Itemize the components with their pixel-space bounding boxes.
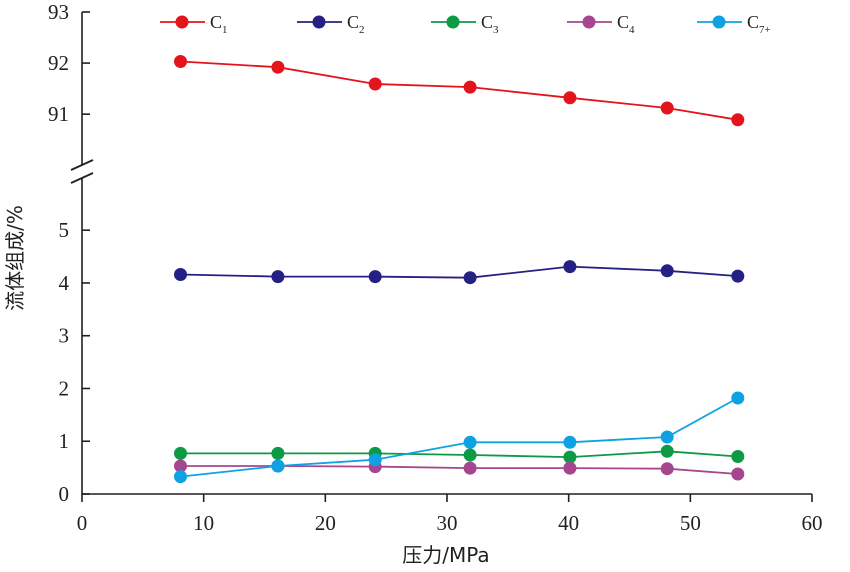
- x-axis-title: 压力/MPa: [402, 543, 489, 567]
- y-tick-label: 4: [59, 271, 70, 295]
- legend-label: C3: [481, 12, 499, 36]
- data-point: [731, 450, 745, 463]
- data-point: [463, 461, 477, 475]
- legend-item-C3: C3: [431, 12, 499, 36]
- data-point: [731, 467, 745, 481]
- y-tick-label: 93: [48, 0, 69, 24]
- series-C4: [174, 459, 745, 481]
- data-point: [463, 448, 477, 462]
- y-axis-title: 流体组成/%: [3, 205, 27, 311]
- data-point: [463, 435, 477, 449]
- data-point: [731, 391, 745, 405]
- y-tick-label: 0: [59, 482, 70, 506]
- legend-label: C7+: [747, 12, 771, 36]
- series-C1: [174, 55, 745, 127]
- x-tick-label: 50: [680, 511, 701, 535]
- data-point: [174, 55, 187, 68]
- legend: C1 C2 C3 C4 C7+: [160, 12, 771, 36]
- y-tick-label: 3: [59, 324, 70, 348]
- data-point: [731, 269, 745, 283]
- x-tick-label: 10: [193, 511, 214, 535]
- series-line: [180, 265, 738, 279]
- legend-marker: [446, 15, 460, 29]
- data-point: [731, 113, 745, 127]
- data-point: [368, 77, 382, 91]
- x-tick-label: 60: [802, 511, 823, 535]
- data-point: [563, 91, 577, 105]
- data-point: [271, 459, 285, 473]
- legend-item-C7+: C7+: [697, 12, 771, 36]
- series-C7+: [174, 391, 745, 484]
- data-point: [174, 470, 187, 484]
- legend-item-C1: C1: [160, 12, 228, 36]
- legend-item-C4: C4: [567, 12, 635, 36]
- data-point: [463, 80, 477, 94]
- data-point: [271, 60, 285, 74]
- data-point: [563, 435, 577, 449]
- x-tick-label: 40: [558, 511, 579, 535]
- axis-break-mark: [70, 159, 94, 171]
- axis-break-mark: [70, 172, 94, 184]
- data-point: [660, 101, 674, 115]
- legend-label: C4: [617, 12, 635, 36]
- x-tick-label: 20: [315, 511, 336, 535]
- y-tick-label: 91: [48, 102, 69, 126]
- series-C3: [174, 444, 745, 464]
- legend-marker: [712, 15, 726, 29]
- series-line: [180, 450, 738, 459]
- x-tick-label: 30: [437, 511, 458, 535]
- data-point: [660, 430, 674, 444]
- y-tick-label: 2: [59, 376, 70, 400]
- legend-label: C1: [210, 12, 228, 36]
- data-point: [174, 446, 187, 460]
- legend-marker: [312, 15, 326, 29]
- axes: 0 10 20 30 40 50 60 0 1 2 3 4 5 91 92 93: [48, 0, 823, 535]
- data-point: [563, 461, 577, 475]
- data-point: [368, 270, 382, 284]
- series-C2: [174, 260, 745, 285]
- y-tick-label: 1: [59, 429, 70, 453]
- data-point: [660, 444, 674, 458]
- data-point: [174, 268, 187, 281]
- legend-marker: [582, 15, 596, 29]
- data-point: [463, 271, 477, 285]
- legend-marker: [175, 15, 189, 29]
- data-point: [563, 450, 577, 464]
- y-tick-label: 5: [59, 218, 70, 242]
- x-tick-label: 0: [77, 511, 88, 535]
- series-line: [180, 397, 739, 478]
- series-line: [180, 60, 738, 121]
- data-point: [563, 260, 577, 274]
- y-tick-label: 92: [48, 51, 69, 75]
- data-point: [368, 453, 382, 467]
- legend-item-C2: C2: [297, 12, 365, 36]
- data-point: [660, 264, 674, 278]
- data-point: [174, 459, 187, 473]
- data-point: [660, 462, 674, 476]
- legend-label: C2: [347, 12, 365, 36]
- series-layer: [174, 55, 745, 484]
- data-point: [271, 270, 285, 284]
- data-point: [271, 446, 285, 460]
